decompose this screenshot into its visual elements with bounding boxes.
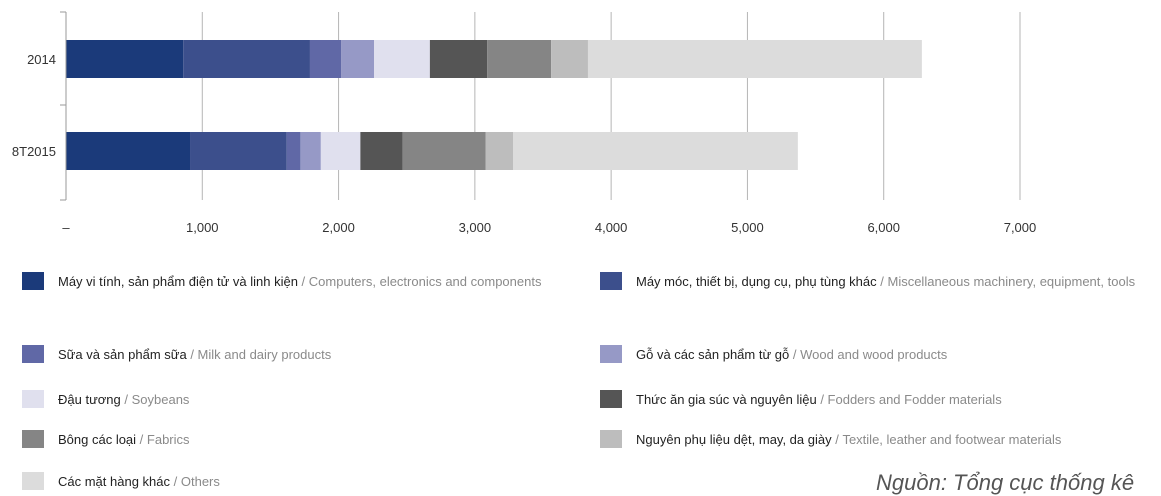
bar-segment	[513, 132, 798, 170]
legend-label-en: Computers, electronics and components	[308, 273, 542, 289]
bar-segment	[320, 132, 361, 170]
category-label: 2014	[27, 52, 56, 67]
x-tick-label: 3,000	[459, 220, 492, 235]
bar-segment	[183, 40, 310, 78]
legend-label-separator: /	[120, 391, 132, 407]
legend-label-en: Soybeans	[131, 391, 190, 407]
bar-segment	[360, 132, 403, 170]
legend-label-en: Fabrics	[146, 431, 190, 447]
legend-swatch	[22, 472, 44, 490]
legend-label-en: Textile, leather and footwear materials	[842, 431, 1062, 447]
legend-label-vi: Thức ăn gia súc và nguyên liệu	[636, 391, 817, 407]
legend-item: Bông các loại / Fabrics	[22, 430, 190, 448]
legend-item: Đậu tương / Soybeans	[22, 390, 189, 408]
bar-segment	[190, 132, 287, 170]
legend-item: Gỗ và các sản phẩm từ gỗ / Wood and wood…	[600, 345, 947, 363]
bar-segment	[300, 132, 321, 170]
legend-label-separator: /	[136, 431, 147, 447]
legend-label-en: Miscellaneous machinery, equipment, tool…	[887, 273, 1136, 289]
bar-segment	[286, 132, 301, 170]
legend-item: Máy móc, thiết bị, dụng cụ, phụ tùng khá…	[600, 272, 1135, 290]
legend-label-separator: /	[831, 431, 843, 447]
legend-item: Máy vi tính, sản phẩm điện tử và linh ki…	[22, 272, 541, 290]
legend-label-vi: Nguyên phụ liệu dệt, may, da giày	[636, 431, 832, 447]
legend-label-separator: /	[170, 473, 181, 489]
legend-label-separator: /	[297, 273, 309, 289]
bar-segment	[429, 40, 488, 78]
legend-swatch	[22, 390, 44, 408]
legend-label-separator: /	[789, 346, 801, 362]
legend-item: Các mặt hàng khác / Others	[22, 472, 220, 490]
bar-segment	[309, 40, 342, 78]
bar-segment	[66, 40, 184, 78]
legend-label-separator: /	[186, 346, 198, 362]
legend-swatch	[600, 390, 622, 408]
legend-item: Nguyên phụ liệu dệt, may, da giày / Text…	[600, 430, 1061, 448]
bar-segment	[587, 40, 922, 78]
legend-swatch	[600, 430, 622, 448]
legend-label-vi: Máy vi tính, sản phẩm điện tử và linh ki…	[58, 273, 298, 289]
legend-label-vi: Đậu tương	[58, 391, 121, 407]
x-tick-label: 5,000	[731, 220, 764, 235]
bar-segment	[341, 40, 375, 78]
legend-swatch	[600, 272, 622, 290]
x-tick-label: 7,000	[1004, 220, 1037, 235]
x-tick-label: –	[62, 220, 70, 235]
legend-label-separator: /	[816, 391, 828, 407]
x-tick-label: 6,000	[867, 220, 900, 235]
bars-group	[66, 40, 922, 170]
legend-label-en: Others	[180, 473, 220, 489]
bar-segment	[402, 132, 486, 170]
category-label: 8T2015	[12, 144, 56, 159]
x-tick-label: 1,000	[186, 220, 219, 235]
axis-group: – 1,000 2,000 3,000 4,000 5,000 6,000 7,000 2014…	[12, 11, 1037, 235]
legend-swatch	[600, 345, 622, 363]
legend-label-vi: Bông các loại	[58, 431, 137, 447]
legend-swatch	[22, 345, 44, 363]
legend-label-vi: Các mặt hàng khác	[58, 473, 171, 489]
legend-item: Sữa và sản phẩm sữa / Milk and dairy pro…	[22, 345, 331, 363]
legend-label-en: Fodders and Fodder materials	[827, 391, 1002, 407]
bar-segment	[374, 40, 430, 78]
legend-label-vi: Máy móc, thiết bị, dụng cụ, phụ tùng khá…	[636, 273, 877, 289]
x-tick-label: 2,000	[322, 220, 355, 235]
legend-label-separator: /	[876, 273, 888, 289]
legend-label-vi: Gỗ và các sản phẩm từ gỗ	[636, 346, 790, 362]
legend-swatch	[22, 272, 44, 290]
bar-segment	[485, 132, 514, 170]
bar-segment	[487, 40, 552, 78]
bar-segment	[66, 132, 191, 170]
legend-label-en: Wood and wood products	[800, 346, 948, 362]
x-tick-label: 4,000	[595, 220, 628, 235]
stacked-bar-chart: – 1,000 2,000 3,000 4,000 5,000 6,000 7,000 2014…	[12, 11, 1037, 235]
source-note: Nguồn: Tổng cục thống kê	[876, 470, 1135, 495]
legend-label-vi: Sữa và sản phẩm sữa	[58, 346, 187, 362]
legend-label-en: Milk and dairy products	[197, 346, 332, 362]
bar-segment	[551, 40, 588, 78]
legend-swatch	[22, 430, 44, 448]
legend-item: Thức ăn gia súc và nguyên liệu / Fodders…	[600, 390, 1002, 408]
